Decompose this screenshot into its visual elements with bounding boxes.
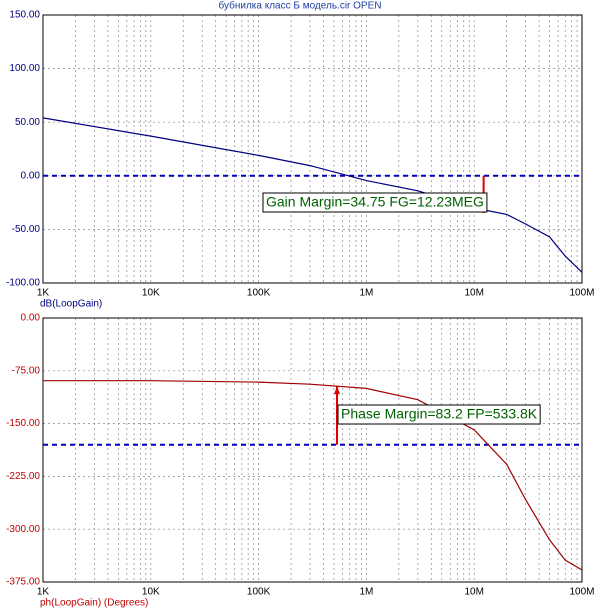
annotation-box [337,404,541,425]
x-tick-label: 100K [247,288,271,299]
y-tick-label: -100.00 [6,278,40,289]
x-tick-label: 10K [142,587,160,598]
x-tick-label: 100M [569,587,594,598]
chart-title: бубнилка класс Б модель.cir OPEN [218,0,381,12]
marker-arrowhead [334,386,341,395]
x-tick-label: 1K [37,288,50,299]
y-tick-label: -50.00 [12,224,41,235]
y-tick-label: -300.00 [6,524,40,535]
x-tick-label: 100K [247,587,271,598]
x-tick-label: 10K [142,288,160,299]
annotation-label: Gain Margin=34.75 FG=12.23MEG [266,194,484,210]
y-tick-label: -375.00 [6,577,40,588]
x-tick-label: 1M [359,288,373,299]
x-tick-label: 10M [464,587,483,598]
y-tick-label: -150.00 [6,418,40,429]
x-tick-label: 100M [569,288,594,299]
x-axis-label: ph(LoopGain) (Degrees) [40,598,148,609]
plot: 0.00 -75.00 -150.00 -225.00 -300.00 -375.001K… [6,313,594,609]
y-tick-label: -225.00 [6,471,40,482]
y-tick-label: 150.00 [9,10,40,21]
x-tick-label: 10M [464,288,483,299]
annotation-box [262,192,488,213]
y-tick-label: 0.00 [21,313,41,324]
plot-frame [42,317,583,583]
y-tick-label: 100.00 [9,63,40,74]
x-axis-label: dB(LoopGain) [40,299,102,310]
x-tick-label: 1M [359,587,373,598]
x-tick-label: 1K [37,587,50,598]
y-tick-label: 0.00 [21,170,41,181]
y-tick-label: -75.00 [12,365,41,376]
y-tick-label: 50.00 [15,117,40,128]
annotation-label: Phase Margin=83.2 FP=533.8K [341,406,538,422]
plot-frame [42,14,583,284]
